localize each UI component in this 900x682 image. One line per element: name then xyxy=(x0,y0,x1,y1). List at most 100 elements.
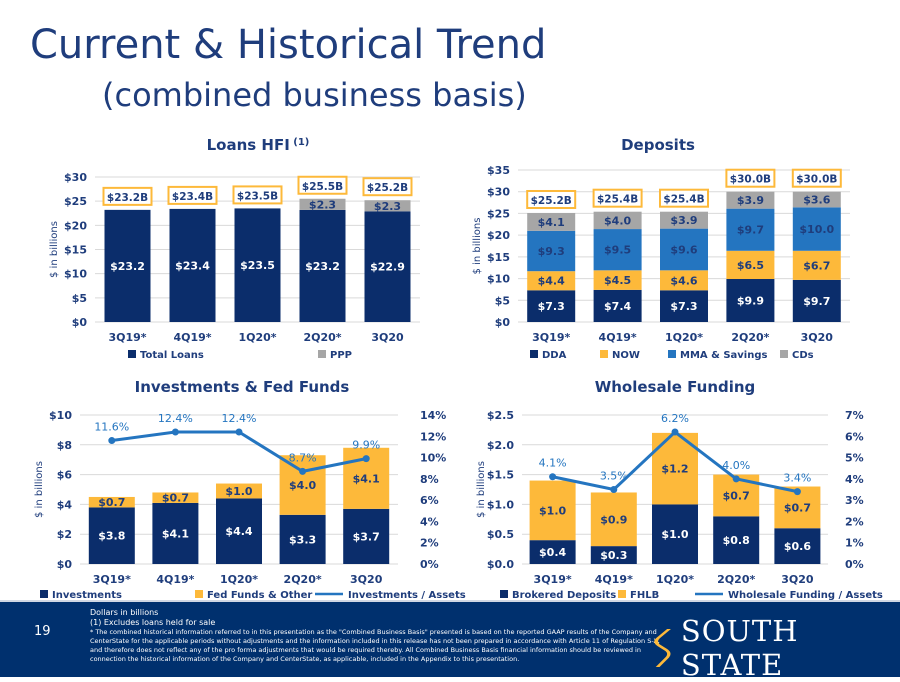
x-tick-label: 3Q19* xyxy=(108,331,146,344)
bar-value-label: $0.7 xyxy=(723,489,750,502)
bar-cds xyxy=(792,191,841,208)
bar-value-label: $2.3 xyxy=(309,198,336,211)
y2-tick-label: 6% xyxy=(845,430,864,443)
bar-value-label: $4.1 xyxy=(353,472,380,485)
bar-brokered-deposits xyxy=(713,516,760,564)
total-box xyxy=(592,188,643,208)
logo-s-icon xyxy=(654,628,671,668)
bar-value-label: $6.5 xyxy=(737,259,764,272)
bar-value-label: $4.0 xyxy=(289,479,316,492)
y-tick-label: $15 xyxy=(487,251,510,264)
x-tick-label: 1Q20* xyxy=(220,573,258,586)
total-label: $25.2B xyxy=(531,195,572,207)
line-value-label: 6.2% xyxy=(661,412,689,425)
y-tick-label: $0 xyxy=(495,316,511,329)
bar-cds xyxy=(527,212,576,231)
x-tick-label: 3Q20 xyxy=(801,331,834,344)
bar-value-label: $0.7 xyxy=(162,492,189,505)
x-tick-label: 2Q20* xyxy=(731,331,769,344)
line-value-label: 4.1% xyxy=(539,457,567,470)
total-label: $30.0B xyxy=(730,174,771,186)
bar-value-label: $23.5 xyxy=(240,259,275,272)
bar-value-label: $1.0 xyxy=(539,504,566,517)
wholesale-title: Wholesale Funding xyxy=(595,378,756,396)
bar-total-loans xyxy=(169,208,216,322)
footer: 19 Dollars in billions (1) Excludes loan… xyxy=(0,600,900,682)
y-tick-label: $35 xyxy=(487,164,510,177)
total-box xyxy=(232,185,283,205)
y-tick-label: $5 xyxy=(72,292,87,305)
x-tick-label: 3Q20 xyxy=(371,331,404,344)
bar-fed-funds-other xyxy=(279,455,326,515)
y-tick-label: $0 xyxy=(72,316,88,329)
y-tick-label: $0.0 xyxy=(487,558,514,571)
y2-tick-label: 10% xyxy=(420,452,446,465)
legend-label: CDs xyxy=(792,350,814,361)
x-tick-label: 3Q20 xyxy=(781,573,814,586)
bar-value-label: $3.9 xyxy=(737,194,764,207)
legend-label: Fed Funds & Other xyxy=(207,590,312,600)
x-tick-label: 1Q20* xyxy=(656,573,694,586)
bar-value-label: $23.2 xyxy=(305,260,340,273)
bar-mma-savings xyxy=(660,228,708,271)
bar-investments xyxy=(152,502,199,564)
bar-dda xyxy=(593,289,642,322)
y2-tick-label: 2% xyxy=(420,537,439,550)
bar-brokered-deposits xyxy=(590,546,637,564)
bar-value-label: $1.0 xyxy=(225,485,252,498)
bar-mma-savings xyxy=(593,229,642,271)
y-tick-label: $0.5 xyxy=(487,528,514,541)
line-value-label: 9.9% xyxy=(352,439,380,452)
line-value-label: 12.4% xyxy=(158,412,193,425)
bar-cds xyxy=(660,211,708,229)
y2-tick-label: 5% xyxy=(845,452,864,465)
bar-value-label: $3.3 xyxy=(289,533,316,546)
bar-value-label: $1.2 xyxy=(661,463,688,476)
y-tick-label: $15 xyxy=(64,244,87,257)
total-label: $25.2B xyxy=(367,182,408,194)
bar-now xyxy=(593,270,642,290)
y-tick-label: $25 xyxy=(487,207,510,220)
legend-swatch xyxy=(530,350,538,358)
line-value-label: 8.7% xyxy=(289,451,317,464)
legend-swatch xyxy=(318,350,326,358)
total-box xyxy=(659,188,709,208)
line-point xyxy=(671,428,679,436)
note-units: Dollars in billions xyxy=(90,608,159,617)
legend-swatch xyxy=(600,350,608,358)
y-tick-label: $2.5 xyxy=(487,409,514,422)
total-box xyxy=(167,185,218,205)
bar-fhlb xyxy=(590,492,637,547)
bar-value-label: $23.4 xyxy=(175,259,210,272)
bar-value-label: $9.5 xyxy=(604,244,631,257)
total-label: $23.2B xyxy=(107,192,148,204)
loans-title: Loans HFI (1) xyxy=(207,136,310,154)
investments-ylabel: $ in billions xyxy=(34,461,45,518)
bar-value-label: $4.1 xyxy=(538,216,565,229)
bar-value-label: $0.3 xyxy=(600,549,627,562)
y-tick-label: $0 xyxy=(57,558,73,571)
bar-dda xyxy=(726,279,775,322)
bar-value-label: $0.8 xyxy=(723,534,750,547)
total-box xyxy=(362,177,413,197)
y2-tick-label: 6% xyxy=(420,494,439,507)
bar-brokered-deposits xyxy=(529,540,576,564)
x-tick-label: 1Q20* xyxy=(238,331,276,344)
bar-now xyxy=(660,270,708,291)
legend-label: PPP xyxy=(330,350,352,361)
y2-tick-label: 3% xyxy=(845,494,864,507)
bar-value-label: $4.4 xyxy=(538,275,565,288)
bar-total-loans xyxy=(299,209,346,322)
bar-value-label: $0.7 xyxy=(784,501,811,514)
legend-label: DDA xyxy=(542,350,567,361)
line-point xyxy=(549,473,557,481)
bar-now xyxy=(726,250,775,280)
total-box xyxy=(102,186,153,206)
y-tick-label: $10 xyxy=(64,268,87,281)
y-tick-label: $8 xyxy=(57,439,72,452)
bar-mma-savings xyxy=(792,207,841,251)
y-tick-label: $20 xyxy=(487,229,510,242)
line-value-label: 4.0% xyxy=(722,459,750,472)
legend-label: Brokered Deposits xyxy=(512,590,616,600)
legend-swatch xyxy=(780,350,788,358)
